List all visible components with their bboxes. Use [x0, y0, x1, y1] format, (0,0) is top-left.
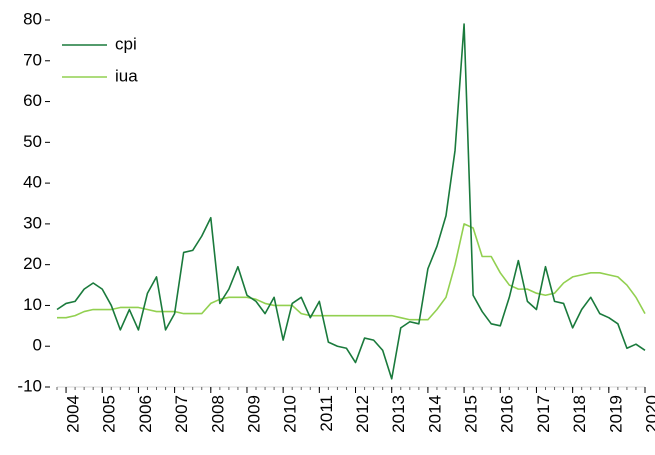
x-tick-label: 2011 [317, 395, 336, 432]
x-tick-label: 2012 [353, 395, 372, 433]
legend-label: iua [115, 66, 138, 85]
x-tick-label: 2008 [208, 395, 227, 433]
x-tick-label: 2009 [244, 395, 263, 433]
y-tick-label: 60 [23, 91, 42, 110]
y-tick-label: 50 [23, 132, 42, 151]
x-tick-label: 2015 [462, 395, 481, 433]
y-tick-label: 10 [23, 295, 42, 314]
x-tick-label: 2016 [498, 395, 517, 433]
x-tick-label: 2017 [534, 395, 553, 433]
x-tick-label: 2020 [642, 395, 655, 433]
x-tick-label: 2010 [281, 395, 300, 433]
x-tick-label: 2007 [172, 395, 191, 433]
y-tick-label: 0 [33, 336, 42, 355]
y-tick-label: 40 [23, 173, 42, 192]
series-line [57, 223, 646, 321]
y-tick-label: 80 [23, 9, 42, 28]
y-tick-label: 20 [23, 254, 42, 273]
x-tick-label: 2018 [570, 395, 589, 433]
series-line [56, 23, 646, 380]
x-tick-label: 2014 [425, 395, 444, 433]
x-tick-label: 2019 [606, 395, 625, 433]
y-tick-label: -10 [17, 376, 42, 395]
x-tick-label: 2013 [389, 395, 408, 433]
legend-label: cpi [115, 34, 137, 53]
x-tick-label: 2005 [100, 395, 119, 433]
x-tick-label: 2006 [136, 395, 155, 433]
y-tick-label: 70 [23, 50, 42, 69]
y-tick-label: 30 [23, 213, 42, 232]
x-tick-label: 2004 [64, 395, 83, 433]
